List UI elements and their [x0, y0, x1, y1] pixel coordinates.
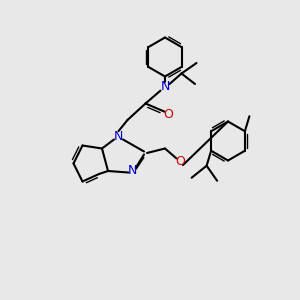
- Text: O: O: [175, 155, 185, 169]
- Text: O: O: [163, 107, 173, 121]
- Text: N: N: [127, 164, 137, 178]
- Text: N: N: [160, 80, 170, 94]
- Text: N: N: [114, 130, 123, 143]
